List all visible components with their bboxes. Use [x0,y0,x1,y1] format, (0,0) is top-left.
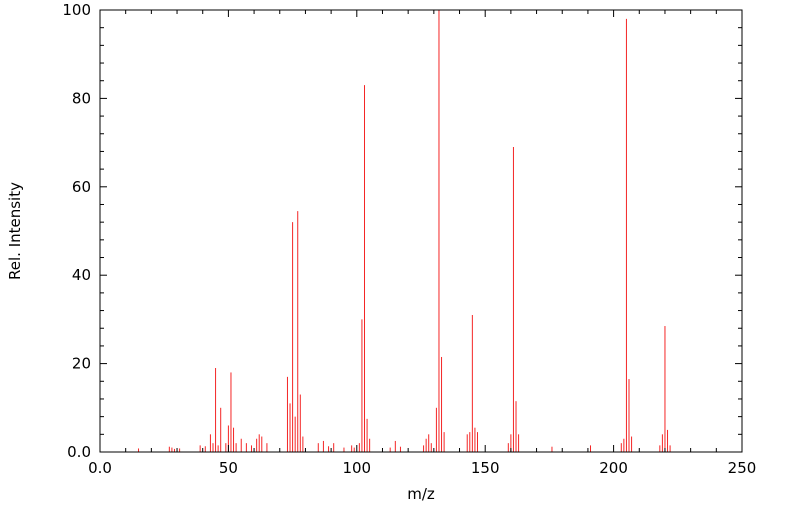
x-tick-label: 250 [728,459,757,477]
peaks-layer [138,10,671,452]
axes-layer: 0.0 50 100 150 200 250 0.0 20 40 60 80 100 [62,1,756,477]
y-tick-label: 60 [72,178,91,196]
x-tick-label: 150 [471,459,500,477]
plot-frame [99,9,743,453]
x-tick-label: 100 [342,459,371,477]
y-tick-label: 80 [72,89,91,107]
y-tick-label: 40 [72,266,91,284]
y-tick-label: 0.0 [67,443,91,461]
y-axis-label: Rel. Intensity [6,182,24,280]
x-tick-label: 200 [599,459,628,477]
y-tick-label: 100 [62,1,91,19]
x-tick-label: 0.0 [88,459,112,477]
x-axis-label: m/z [407,485,435,503]
x-tick-label: 50 [219,459,238,477]
y-tick-label: 20 [72,355,91,373]
